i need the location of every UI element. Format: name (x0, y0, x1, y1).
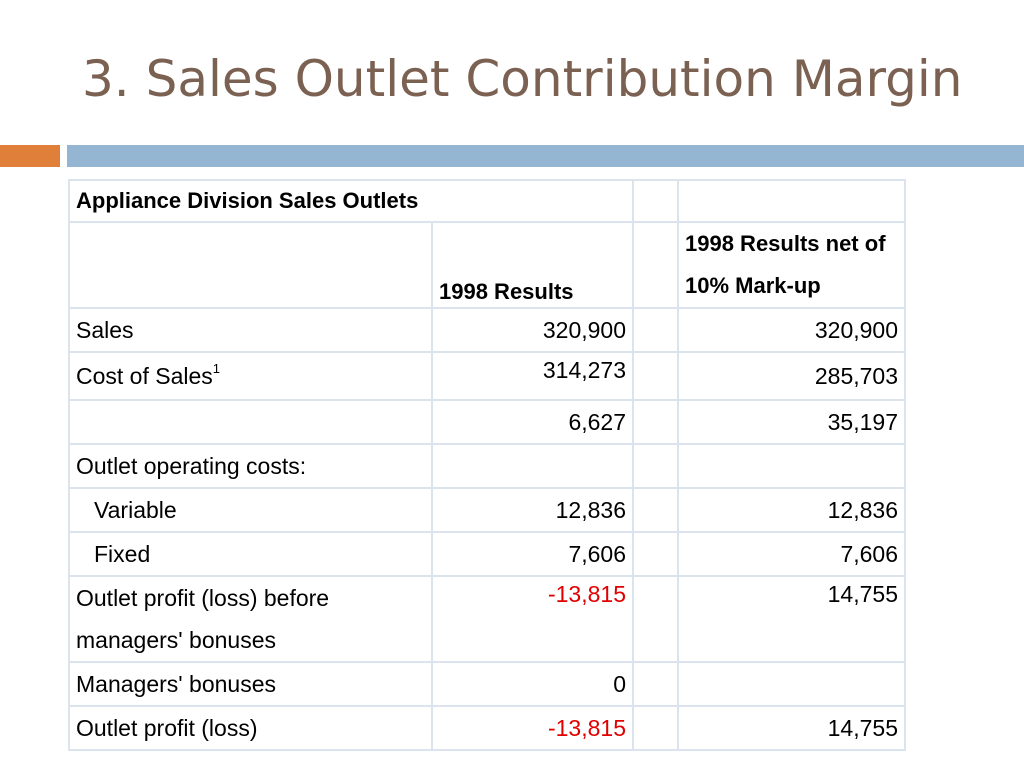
value-net-of-markup: 320,900 (677, 307, 906, 353)
value-net-of-markup (677, 443, 906, 489)
spacer-cell (632, 179, 679, 223)
row-label (68, 399, 433, 445)
spacer-cell (632, 487, 679, 533)
value-net-of-markup: 12,836 (677, 487, 906, 533)
row-label: Outlet profit (loss) (68, 705, 433, 751)
spacer-cell (632, 307, 679, 353)
value-1998-results: 12,836 (431, 487, 634, 533)
col-header-1998-results: 1998 Results (431, 221, 634, 309)
spacer-cell (632, 661, 679, 707)
value-net-of-markup: 14,755 (677, 705, 906, 751)
value-net-of-markup: 35,197 (677, 399, 906, 445)
table-row: Sales 320,900 320,900 (68, 307, 906, 353)
table-row: Managers' bonuses 0 (68, 661, 906, 707)
spacer-cell (632, 531, 679, 577)
slide-title: 3. Sales Outlet Contribution Margin (82, 50, 963, 108)
value-net-of-markup: 7,606 (677, 531, 906, 577)
table-row: Outlet profit (loss) -13,815 14,755 (68, 705, 906, 751)
value-1998-results: -13,815 (431, 575, 634, 663)
row-label: Cost of Sales (76, 362, 213, 389)
spacer-cell (632, 575, 679, 663)
spacer-cell (632, 443, 679, 489)
row-label: Fixed (68, 531, 433, 577)
empty-cell (677, 179, 906, 223)
table-title: Appliance Division Sales Outlets (68, 179, 634, 223)
row-label: Outlet profit (loss) before managers' bo… (68, 575, 433, 663)
value-1998-results: 6,627 (431, 399, 634, 445)
spacer-cell (632, 221, 679, 309)
sales-outlet-table: Appliance Division Sales Outlets 1998 Re… (68, 179, 906, 751)
empty-cell (68, 221, 433, 309)
value-net-of-markup (677, 661, 906, 707)
value-net-of-markup: 14,755 (677, 575, 906, 663)
table-row: 6,627 35,197 (68, 399, 906, 445)
table-row: Fixed 7,606 7,606 (68, 531, 906, 577)
table-row: Cost of Sales1 314,273 285,703 (68, 351, 906, 401)
value-1998-results: 7,606 (431, 531, 634, 577)
spacer-cell (632, 399, 679, 445)
accent-bar-orange (0, 145, 60, 167)
col-header-net-of-markup: 1998 Results net of 10% Mark-up (677, 221, 906, 309)
table-row: Outlet profit (loss) before managers' bo… (68, 575, 906, 663)
table-row: Variable 12,836 12,836 (68, 487, 906, 533)
row-label: Sales (68, 307, 433, 353)
row-label: Variable (68, 487, 433, 533)
row-label-cell: Cost of Sales1 (68, 351, 433, 401)
value-net-of-markup: 285,703 (677, 351, 906, 401)
row-label: Outlet operating costs: (68, 443, 433, 489)
table-row: Outlet operating costs: (68, 443, 906, 489)
value-1998-results: -13,815 (431, 705, 634, 751)
spacer-cell (632, 705, 679, 751)
value-1998-results: 314,273 (431, 351, 634, 401)
value-1998-results: 320,900 (431, 307, 634, 353)
value-1998-results (431, 443, 634, 489)
spacer-cell (632, 351, 679, 401)
column-header-row: 1998 Results 1998 Results net of 10% Mar… (68, 221, 906, 309)
accent-bar-blue (67, 145, 1024, 167)
row-label: Managers' bonuses (68, 661, 433, 707)
footnote-marker: 1 (212, 360, 221, 376)
table-title-row: Appliance Division Sales Outlets (68, 179, 906, 223)
value-1998-results: 0 (431, 661, 634, 707)
